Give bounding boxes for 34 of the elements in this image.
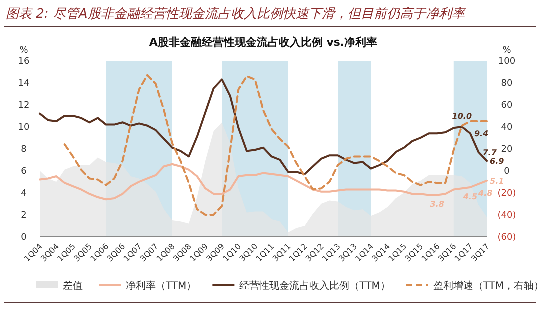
y-axis-title: % (20, 46, 29, 56)
y2-tick-label: 20 (501, 145, 513, 155)
y2-tick-label: 100 (498, 57, 516, 67)
annotation: 4.5 (462, 192, 478, 202)
annotation: 10.0 (452, 112, 472, 121)
annotation: 7.7 (482, 148, 498, 158)
y-tick-label: 16 (18, 57, 30, 67)
y2-axis-title: % (502, 46, 512, 56)
annotation: 9.4 (474, 130, 490, 139)
y2-tick-label: (40) (498, 211, 516, 221)
annotation: 5.1 (490, 176, 504, 186)
annotation: 6.9 (490, 157, 505, 166)
legend-label: 差值 (63, 280, 83, 292)
legend-label: 盈利增速（TTM，右轴） (433, 280, 540, 292)
y2-tick-label: (60) (498, 233, 516, 243)
y-tick-label: 6 (21, 167, 28, 177)
annotation: 3.8 (430, 200, 445, 210)
y-tick-label: 2 (21, 211, 27, 221)
y-tick-label: 14 (18, 79, 30, 89)
chart-subtitle: A股非金融经营性现金流占收入比例 vs.净利率 (149, 36, 378, 49)
legend-label: 净利率（TTM） (126, 280, 197, 292)
y2-tick-label: (20) (498, 189, 516, 199)
y-tick-label: 8 (21, 145, 28, 155)
y-tick-label: 0 (21, 233, 28, 243)
legend-label: 经营性现金流占收入比例（TTM） (240, 280, 390, 292)
chart-title: 图表 2: 尽管A股非金融经营性现金流占收入比例快速下滑，但目前仍高于净利率 (6, 6, 467, 22)
y-tick-label: 4 (21, 189, 28, 199)
y-tick-label: 12 (18, 101, 30, 111)
annotation: 4.8 (478, 189, 494, 198)
y2-tick-label: 60 (501, 101, 513, 111)
y-tick-label: 10 (18, 123, 30, 133)
y2-tick-label: 40 (501, 123, 513, 133)
y2-tick-label: 80 (501, 79, 513, 89)
y2-tick-label: 0 (504, 167, 510, 177)
